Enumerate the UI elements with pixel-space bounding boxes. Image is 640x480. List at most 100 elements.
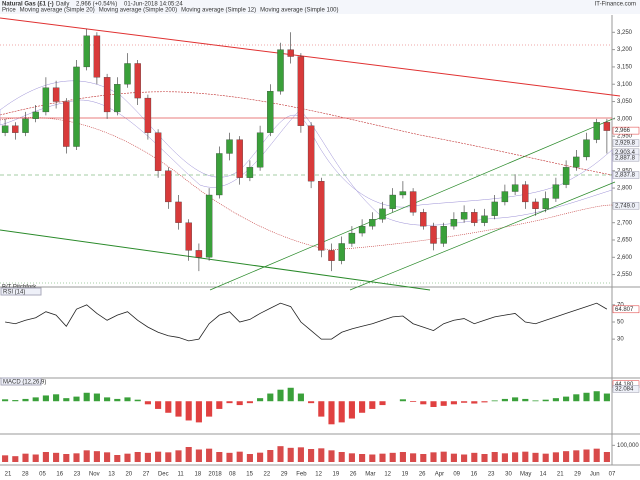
bar: [338, 452, 345, 462]
bar: [185, 447, 192, 462]
bar: [410, 401, 417, 402]
bar: [12, 456, 19, 462]
bar: [501, 398, 508, 402]
y-tick-label: 2,800: [617, 186, 633, 192]
candle-body: [73, 66, 80, 147]
price-tag: [612, 305, 640, 314]
candle-body: [22, 118, 29, 133]
bar: [573, 450, 580, 462]
candle-body: [491, 201, 498, 216]
bar: [440, 401, 447, 406]
bar: [512, 397, 519, 402]
candle-body: [63, 101, 70, 147]
indicator-name: Moving average (Simple 20): [20, 8, 95, 14]
bar: [93, 451, 100, 462]
bar: [155, 401, 162, 409]
candle-body: [501, 191, 509, 203]
bar: [603, 393, 610, 402]
x-tick-label: 2018: [208, 472, 222, 478]
candle-body: [52, 87, 60, 102]
candle-body: [32, 111, 39, 119]
candle-body: [144, 97, 152, 133]
price-tag: [612, 201, 640, 210]
bar: [287, 387, 294, 402]
candle-body: [124, 63, 131, 85]
candle-body: [195, 250, 203, 258]
bar: [114, 455, 121, 462]
bar: [53, 394, 60, 402]
bar: [144, 452, 151, 462]
x-tick-label: May: [520, 472, 531, 478]
bar: [522, 398, 529, 402]
bar: [481, 454, 488, 462]
price-tag-label: 2,966: [615, 128, 631, 134]
bar: [532, 400, 539, 402]
bar: [267, 450, 274, 462]
bar: [32, 397, 39, 402]
x-tick-label: 19: [402, 472, 409, 478]
bar: [593, 448, 600, 462]
candle-body: [205, 194, 213, 258]
candle-body: [481, 215, 488, 223]
candle-body: [450, 219, 458, 227]
bar: [297, 393, 304, 402]
bar: [124, 397, 131, 402]
price-tag: [612, 385, 640, 393]
trendline: [0, 17, 621, 97]
y-tick-label: 2,700: [617, 220, 633, 226]
candle-body: [297, 56, 305, 126]
candle-body: [583, 139, 590, 158]
candle-body: [277, 49, 284, 92]
bar: [399, 399, 406, 402]
bar: [491, 452, 498, 462]
bar: [552, 398, 559, 402]
bar: [410, 453, 417, 462]
x-tick-label: 28: [22, 472, 29, 478]
x-tick-label: Feb: [296, 472, 307, 478]
x-tick-label: 14: [540, 472, 547, 478]
y-tick-label: 3,200: [617, 47, 633, 53]
candle-body: [216, 153, 223, 196]
candle-body: [267, 91, 274, 133]
candle-body: [399, 191, 407, 196]
bar: [440, 451, 447, 462]
interval: Daily: [56, 2, 69, 8]
price-tag-label: 2,929.8: [615, 141, 636, 147]
panel-title-box: [0, 287, 42, 296]
y-tick-label: 100,000: [617, 443, 639, 449]
candle-body: [420, 212, 427, 227]
candle-body: [511, 184, 519, 192]
pitchfork-line: [349, 181, 616, 291]
bar: [124, 453, 131, 462]
x-tick-label: 26: [419, 472, 426, 478]
header-bar: [0, 0, 640, 14]
candle-body: [348, 232, 356, 244]
y-tick-label: 50: [617, 320, 624, 326]
bar: [287, 447, 294, 462]
bar: [501, 453, 508, 462]
bar: [2, 399, 9, 402]
candle-body: [440, 226, 447, 244]
indicator-name: Moving average (Simple 200): [99, 8, 177, 14]
price-tag-label: 32.084: [615, 386, 634, 392]
bar: [308, 401, 315, 404]
bar: [348, 401, 355, 419]
bar: [512, 452, 519, 462]
y-tick-label: 3,000: [617, 116, 633, 122]
bar: [22, 453, 29, 462]
bar: [583, 449, 590, 462]
bar: [369, 454, 376, 462]
candle-body: [307, 125, 315, 182]
bar: [338, 401, 345, 423]
bar: [542, 399, 549, 402]
bar: [369, 401, 376, 409]
y-tick-label: 2,600: [617, 255, 633, 261]
bar: [328, 450, 335, 462]
candle-body: [338, 243, 345, 261]
bar: [257, 398, 264, 402]
candle-body: [573, 156, 580, 168]
bar: [165, 401, 172, 413]
bar: [277, 389, 284, 402]
